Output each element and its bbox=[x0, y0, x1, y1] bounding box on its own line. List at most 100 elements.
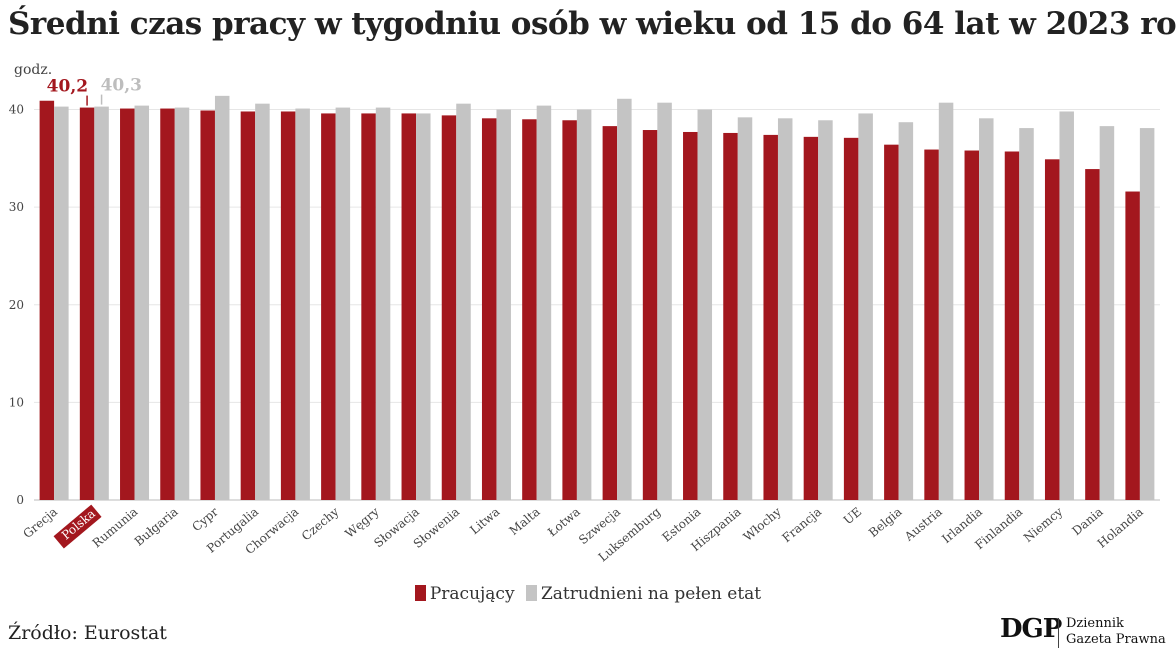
legend-item-pracujacy: Pracujący bbox=[414, 584, 520, 604]
bar-etat bbox=[496, 109, 511, 501]
x-tick-label: Grecja bbox=[20, 505, 60, 541]
bar-pracujacy bbox=[200, 110, 215, 500]
bar-etat bbox=[54, 106, 69, 500]
x-tick-label-group: Belgia bbox=[866, 505, 904, 540]
x-tick-label: Cypr bbox=[189, 504, 221, 534]
dgp-logo: DGP Dziennik Gazeta Prawna bbox=[1000, 614, 1170, 654]
x-tick-label-group: Malta bbox=[507, 505, 543, 538]
y-tick-label: 30 bbox=[9, 200, 24, 214]
bar-etat bbox=[657, 102, 672, 500]
y-tick-label: 20 bbox=[9, 298, 24, 312]
bar-etat bbox=[979, 118, 994, 501]
y-tick-label: 10 bbox=[9, 395, 24, 409]
bar-pracujacy bbox=[1125, 191, 1140, 500]
x-tick-label-group: Bułgaria bbox=[132, 505, 181, 549]
bar-pracujacy bbox=[763, 134, 778, 500]
x-tick-highlight-bg bbox=[53, 504, 102, 549]
bar-pracujacy bbox=[39, 100, 55, 500]
x-tick-label-group: Włochy bbox=[741, 504, 784, 544]
bar-pracujacy bbox=[1085, 169, 1100, 501]
x-tick-label-group: Austria bbox=[901, 505, 945, 545]
logo-line-1: Dziennik bbox=[1066, 616, 1124, 631]
bar-etat bbox=[375, 107, 391, 501]
bar-pracujacy bbox=[361, 113, 376, 500]
bar-etat bbox=[1059, 111, 1074, 500]
x-tick-label-group: Rumunia bbox=[90, 505, 141, 551]
x-tick-label-group: UE bbox=[841, 505, 864, 528]
source-note: Źródło: Eurostat bbox=[8, 622, 167, 644]
x-tick-label: Dania bbox=[1069, 505, 1105, 539]
legend-label-etat: Zatrudnieni na pełen etat bbox=[540, 584, 762, 604]
bar-pracujacy bbox=[964, 150, 980, 500]
bar-pracujacy bbox=[79, 107, 95, 501]
bar-pracujacy bbox=[401, 113, 417, 500]
legend-label-pracujacy: Pracujący bbox=[429, 584, 515, 604]
bars bbox=[39, 95, 1155, 501]
logo-mark: DGP bbox=[1000, 614, 1062, 644]
y-axis-label: godz. bbox=[14, 62, 52, 78]
bar-etat bbox=[1019, 128, 1034, 501]
bar-etat bbox=[536, 105, 552, 500]
bar-pracujacy bbox=[602, 126, 618, 500]
bar-pracujacy bbox=[120, 108, 135, 501]
bar-pracujacy bbox=[924, 149, 939, 501]
logo-line-2: Gazeta Prawna bbox=[1066, 632, 1166, 647]
bar-pracujacy bbox=[723, 132, 738, 500]
bar-pracujacy bbox=[280, 111, 296, 500]
y-tick-label: 0 bbox=[16, 493, 24, 507]
x-tick-label-group: Niemcy bbox=[1021, 504, 1066, 545]
bar-pracujacy bbox=[321, 113, 336, 500]
highlight-annotations: 40,2 40,3 bbox=[47, 76, 142, 106]
x-tick-label-group: Łotwa bbox=[545, 505, 583, 540]
bar-etat bbox=[134, 105, 150, 500]
bar-etat bbox=[858, 113, 873, 500]
bar-pracujacy bbox=[683, 131, 698, 500]
bar-pracujacy bbox=[642, 130, 658, 500]
bar-pracujacy bbox=[160, 108, 175, 501]
x-tick-label: Łotwa bbox=[545, 505, 583, 540]
chart-title: Średni czas pracy w tygodniu osób w wiek… bbox=[8, 6, 1176, 42]
bar-etat bbox=[898, 122, 914, 500]
x-tick-label-group: Cypr bbox=[189, 504, 221, 534]
x-tick-label-group: Francja bbox=[779, 505, 824, 546]
x-tick-label-group: Grecja bbox=[20, 505, 60, 541]
bar-pracujacy bbox=[1044, 159, 1060, 501]
bar-etat bbox=[255, 103, 270, 501]
x-tick-label: Malta bbox=[507, 505, 543, 538]
x-tick-label: Włochy bbox=[741, 504, 784, 544]
bar-etat bbox=[1099, 126, 1115, 500]
bar-etat bbox=[214, 95, 230, 500]
bar-etat bbox=[777, 118, 793, 501]
bar-etat bbox=[456, 103, 471, 501]
bar-pracujacy bbox=[884, 144, 899, 500]
bar-etat bbox=[737, 117, 753, 500]
x-tick-label-group: Dania bbox=[1069, 505, 1105, 539]
y-axis-ticks: 0 10 20 30 40 bbox=[9, 103, 24, 507]
x-tick-label: Belgia bbox=[866, 505, 904, 540]
bar-etat bbox=[818, 120, 833, 500]
bar-pracujacy bbox=[522, 119, 537, 501]
legend: Pracujący Zatrudnieni na pełen etat bbox=[0, 584, 1176, 604]
bar-etat bbox=[94, 106, 109, 500]
bar-etat bbox=[617, 98, 632, 501]
bar-etat bbox=[576, 109, 592, 501]
x-tick-label: UE bbox=[841, 505, 864, 528]
legend-swatch-etat bbox=[525, 585, 537, 601]
x-tick-label: Austria bbox=[901, 505, 945, 545]
annotation-value: 40,2 bbox=[47, 77, 88, 97]
bar-etat bbox=[335, 107, 351, 501]
y-tick-label: 40 bbox=[9, 103, 24, 117]
bar-etat bbox=[174, 107, 190, 501]
bar-etat bbox=[1139, 128, 1155, 501]
x-tick-label: Czechy bbox=[299, 504, 342, 543]
x-tick-label: Litwa bbox=[467, 505, 502, 538]
bar-pracujacy bbox=[843, 137, 859, 501]
x-tick-label: Niemcy bbox=[1021, 504, 1066, 545]
x-tick-label: Francja bbox=[779, 505, 824, 546]
x-tick-label: Bułgaria bbox=[132, 505, 181, 549]
legend-swatch-pracujacy bbox=[414, 585, 426, 601]
bar-etat bbox=[416, 113, 431, 500]
bar-pracujacy bbox=[240, 111, 256, 500]
